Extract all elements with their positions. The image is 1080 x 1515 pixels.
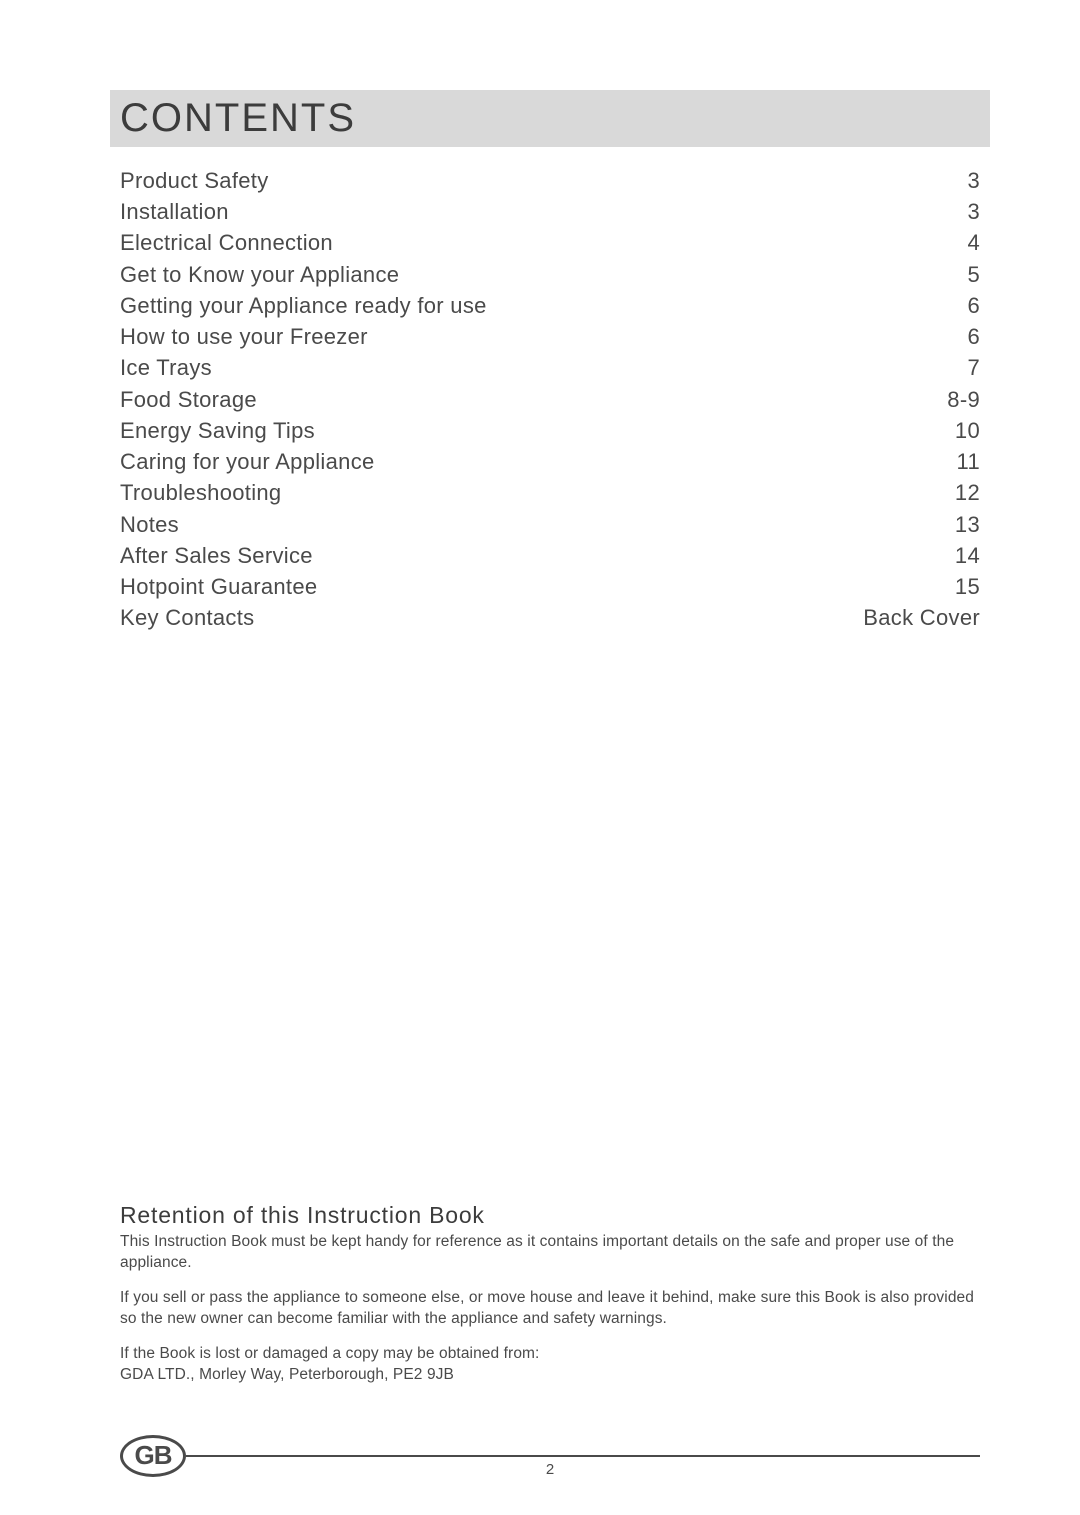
- retention-section: Retention of this Instruction Book This …: [120, 1202, 980, 1400]
- toc-row: Troubleshooting 12: [120, 477, 980, 508]
- toc-row: Ice Trays 7: [120, 352, 980, 383]
- toc-page: 8-9: [927, 384, 980, 415]
- toc-label: Troubleshooting: [120, 477, 935, 508]
- toc-row: Getting your Appliance ready for use 6: [120, 290, 980, 321]
- toc-row: Get to Know your Appliance 5: [120, 259, 980, 290]
- toc-row: Notes 13: [120, 509, 980, 540]
- toc-page: 4: [947, 227, 980, 258]
- page-number: 2: [120, 1461, 980, 1478]
- retention-paragraph: If you sell or pass the appliance to som…: [120, 1288, 980, 1330]
- toc-label: Key Contacts: [120, 602, 843, 633]
- toc-page: 5: [947, 259, 980, 290]
- toc-page: 13: [935, 509, 980, 540]
- retention-body: This Instruction Book must be kept handy…: [120, 1232, 980, 1386]
- toc-page: 3: [947, 196, 980, 227]
- toc-page: 7: [947, 352, 980, 383]
- toc-label: Get to Know your Appliance: [120, 259, 947, 290]
- toc-row: Electrical Connection 4: [120, 227, 980, 258]
- toc-label: Notes: [120, 509, 935, 540]
- toc-row: Energy Saving Tips 10: [120, 415, 980, 446]
- retention-paragraph: GDA LTD., Morley Way, Peterborough, PE2 …: [120, 1365, 980, 1386]
- toc-row: How to use your Freezer 6: [120, 321, 980, 352]
- toc-label: Electrical Connection: [120, 227, 947, 258]
- toc-row: Hotpoint Guarantee 15: [120, 571, 980, 602]
- toc-row: Product Safety 3: [120, 165, 980, 196]
- page-title: CONTENTS: [120, 96, 356, 140]
- toc-page: 11: [937, 446, 980, 477]
- toc-row: Key Contacts Back Cover: [120, 602, 980, 633]
- toc-label: Product Safety: [120, 165, 947, 196]
- toc-label: Food Storage: [120, 384, 927, 415]
- page-footer: GB 2: [120, 1433, 980, 1477]
- toc-label: Ice Trays: [120, 352, 947, 383]
- toc-page: 15: [935, 571, 980, 602]
- toc-label: How to use your Freezer: [120, 321, 947, 352]
- toc-row: Installation 3: [120, 196, 980, 227]
- toc-label: Hotpoint Guarantee: [120, 571, 935, 602]
- retention-paragraph: If the Book is lost or damaged a copy ma…: [120, 1344, 980, 1365]
- retention-heading: Retention of this Instruction Book: [120, 1202, 980, 1229]
- table-of-contents: Product Safety 3 Installation 3 Electric…: [120, 165, 980, 634]
- toc-label: After Sales Service: [120, 540, 935, 571]
- toc-label: Caring for your Appliance: [120, 446, 937, 477]
- toc-page: 3: [947, 165, 980, 196]
- toc-page: 6: [947, 321, 980, 352]
- title-band: CONTENTS: [110, 90, 990, 147]
- toc-row: Food Storage 8-9: [120, 384, 980, 415]
- toc-page: 6: [947, 290, 980, 321]
- page: CONTENTS Product Safety 3 Installation 3…: [0, 0, 1080, 1515]
- toc-label: Getting your Appliance ready for use: [120, 290, 947, 321]
- toc-page: Back Cover: [843, 602, 980, 633]
- toc-page: 12: [935, 477, 980, 508]
- toc-page: 14: [935, 540, 980, 571]
- toc-row: Caring for your Appliance 11: [120, 446, 980, 477]
- retention-paragraph: This Instruction Book must be kept handy…: [120, 1232, 980, 1274]
- toc-label: Energy Saving Tips: [120, 415, 935, 446]
- footer-rule: [186, 1455, 980, 1457]
- toc-row: After Sales Service 14: [120, 540, 980, 571]
- toc-page: 10: [935, 415, 980, 446]
- toc-label: Installation: [120, 196, 947, 227]
